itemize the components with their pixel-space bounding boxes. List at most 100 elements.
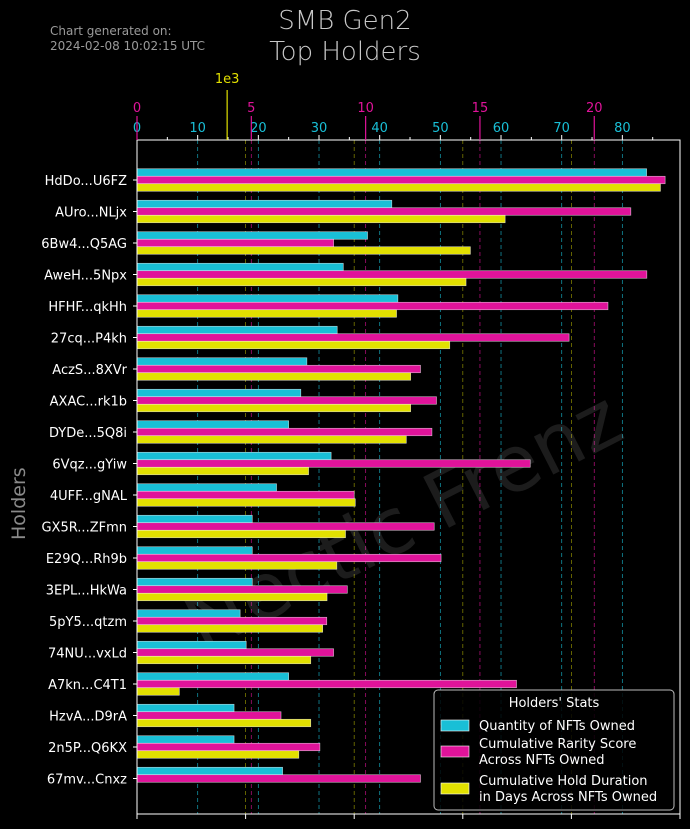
x-rarity-tick-label: 0	[133, 101, 141, 116]
legend-swatch	[440, 719, 470, 732]
bar-rarity	[136, 679, 517, 689]
bar-quantity	[136, 546, 253, 555]
bar-quantity	[136, 514, 253, 524]
bar-quantity	[136, 451, 332, 461]
bar-rarity	[136, 648, 334, 657]
x-quantity-tick-label: 70	[553, 121, 570, 136]
x-quantity-tick-label: 30	[311, 121, 328, 136]
bar-rarity	[136, 301, 609, 311]
bar-duration	[136, 435, 407, 444]
bar-duration	[136, 246, 471, 255]
bar-rarity	[136, 364, 421, 374]
bar-duration	[136, 687, 180, 696]
y-tick-label: HFHF...qkHh	[48, 300, 127, 315]
bar-quantity	[136, 735, 235, 744]
plot-frame	[136, 139, 681, 815]
bar-quantity	[136, 640, 247, 650]
y-tick-label: 5pY5...qtzm	[49, 615, 127, 630]
bar-rarity	[136, 427, 433, 437]
y-tick-label: 67mv...Cnxz	[47, 773, 127, 788]
chart-title: SMB Gen2 Top Holders	[0, 6, 690, 68]
bar-duration	[136, 498, 356, 507]
x-rarity-tick-label: 20	[586, 101, 603, 116]
y-tick-label: 2n5P...Q6KX	[48, 741, 127, 756]
chart-generated-label: Chart generated on:	[50, 24, 172, 38]
bar-rarity	[136, 175, 666, 185]
y-tick-label: AUro...NLjx	[55, 206, 127, 221]
y-tick-label: 4UFF...gNAL	[50, 489, 128, 504]
bar-quantity	[136, 231, 368, 240]
x-rarity-tick-label: 5	[247, 101, 255, 116]
y-tick-label: AweH...5Npx	[44, 269, 127, 284]
x-quantity-tick-label: 60	[493, 121, 510, 136]
x-quantity-tick-label: 50	[432, 121, 449, 136]
legend-label: in Days Across NFTs Owned	[479, 790, 657, 805]
bar-quantity	[136, 577, 253, 587]
legend-swatch	[440, 782, 470, 795]
bar-rarity	[136, 711, 282, 720]
x-quantity-tick-label: 10	[189, 121, 206, 136]
bar-quantity	[136, 483, 277, 492]
x-quantity-tick-label: 40	[371, 121, 388, 136]
bar-quantity	[136, 262, 344, 272]
bar-rarity	[136, 238, 334, 248]
bar-quantity	[136, 388, 302, 398]
legend-label: Cumulative Rarity Score	[479, 737, 636, 752]
bar-rarity	[136, 333, 570, 342]
bar-duration	[136, 529, 346, 539]
y-tick-label: GX5R...ZFmn	[41, 521, 127, 536]
y-tick-label: HdDo...U6FZ	[45, 174, 127, 189]
bar-duration	[136, 624, 324, 633]
bar-rarity	[136, 585, 348, 594]
x-quantity-tick-label: 20	[250, 121, 267, 136]
legend-label: Across NFTs Owned	[479, 753, 605, 768]
bar-quantity	[136, 199, 393, 209]
bar-rarity	[136, 207, 632, 216]
bar-rarity	[136, 553, 442, 563]
bar-duration	[136, 466, 309, 476]
y-tick-label: AXAC...rk1b	[50, 395, 127, 410]
bar-duration	[136, 277, 467, 287]
y-tick-label: E29Q...Rh9b	[46, 552, 127, 567]
x-duration-offset-label: 1e3	[215, 72, 240, 87]
legend-label: Quantity of NFTs Owned	[479, 719, 635, 734]
chart-title-line-2: Top Holders	[269, 37, 421, 67]
bar-rarity	[136, 616, 328, 626]
bar-duration	[136, 750, 300, 759]
y-tick-label: AczS...8XVr	[52, 363, 127, 378]
bar-duration	[136, 718, 312, 728]
bar-quantity	[136, 325, 338, 335]
chart-generated-timestamp: 2024-02-08 10:02:15 UTC	[50, 39, 206, 53]
bar-quantity	[136, 703, 235, 713]
bar-rarity	[136, 270, 648, 279]
y-tick-label: 3EPL...HkWa	[46, 584, 127, 599]
bar-rarity	[136, 774, 421, 783]
bar-rarity	[136, 522, 435, 531]
y-tick-label: 6Vqz...gYiw	[52, 458, 127, 473]
bar-rarity	[136, 490, 355, 500]
chart-title-line-1: SMB Gen2	[278, 6, 412, 36]
y-tick-label: 74NU...vxLd	[48, 647, 127, 662]
bar-duration	[136, 655, 312, 665]
bar-duration	[136, 309, 397, 318]
legend-swatch	[440, 745, 470, 758]
bar-duration	[136, 372, 411, 381]
bar-duration	[136, 340, 451, 350]
bar-duration	[136, 403, 411, 413]
y-tick-label: 6Bw4...Q5AG	[41, 237, 127, 252]
x-rarity-tick-label: 15	[472, 101, 489, 116]
bar-quantity	[136, 672, 289, 681]
bar-rarity	[136, 459, 531, 468]
bar-quantity	[136, 609, 241, 618]
y-tick-label: DYDe...5Q8i	[49, 426, 127, 441]
bar-duration	[136, 592, 328, 602]
legend-title: Holders' Stats	[509, 696, 600, 711]
bar-duration	[136, 214, 506, 224]
legend-label: Cumulative Hold Duration	[479, 774, 648, 789]
y-tick-label: A7kn...C4T1	[48, 678, 127, 693]
bar-quantity	[136, 357, 308, 366]
x-rarity-tick-label: 10	[357, 101, 374, 116]
x-quantity-tick-label: 80	[614, 121, 631, 136]
bar-rarity	[136, 396, 437, 405]
